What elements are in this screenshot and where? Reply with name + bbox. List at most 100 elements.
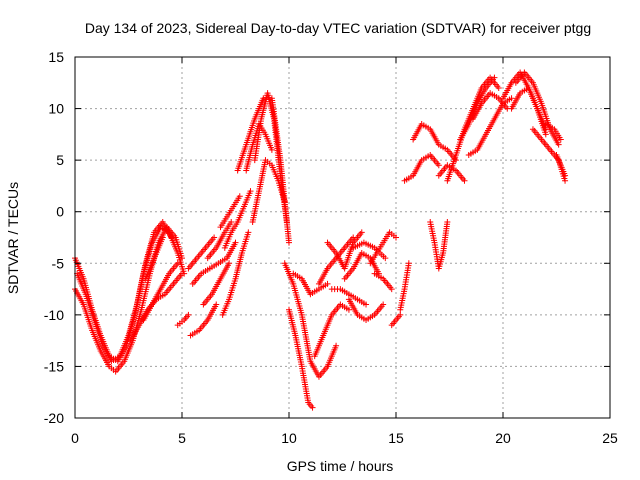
y-tick-label: 5 — [56, 152, 64, 168]
data-point — [557, 136, 564, 143]
data-point — [219, 298, 232, 318]
series-arc-06 — [142, 234, 166, 282]
series-arc-41 — [470, 90, 511, 122]
data-point — [562, 177, 569, 184]
data-point — [281, 260, 296, 285]
data-point — [427, 151, 441, 167]
data-point — [371, 303, 385, 318]
data-point — [232, 239, 239, 246]
data-point — [116, 334, 131, 360]
data-point — [452, 167, 467, 183]
series-arc-08 — [185, 234, 218, 272]
data-point — [268, 162, 281, 182]
data-point — [228, 219, 235, 226]
series-arc-05 — [140, 260, 181, 324]
data-point — [179, 270, 185, 277]
data-point — [230, 195, 242, 210]
series-arc-28 — [345, 296, 387, 324]
data-point — [555, 141, 562, 148]
series-arc-47 — [553, 151, 569, 179]
data-point — [388, 286, 395, 293]
data-point — [418, 153, 432, 164]
data-point — [268, 146, 275, 153]
series-arc-20 — [281, 260, 340, 380]
data-point — [217, 215, 229, 231]
chart-title: Day 134 of 2023, Sidereal Day-to-day VTE… — [85, 20, 591, 36]
data-point — [298, 363, 311, 404]
data-point — [482, 117, 497, 138]
data-point — [80, 301, 95, 332]
data-point — [168, 234, 175, 241]
data-point — [208, 277, 223, 298]
data-point — [271, 115, 284, 177]
series-arc-07 — [174, 311, 192, 329]
data-point — [286, 306, 298, 337]
data-point — [211, 234, 218, 241]
data-point — [418, 121, 432, 131]
data-point — [309, 404, 316, 411]
x-tick-label: 25 — [602, 430, 618, 446]
data-point — [324, 239, 338, 255]
data-point — [435, 252, 446, 272]
data-point — [226, 278, 238, 303]
series-arc-19 — [249, 157, 288, 226]
y-tick-label: 0 — [56, 204, 64, 220]
data-point — [315, 365, 330, 380]
grid — [75, 57, 610, 418]
data-point — [529, 79, 544, 105]
data-point — [142, 262, 155, 282]
data-point — [354, 296, 367, 307]
data-point — [99, 342, 114, 363]
data-point — [234, 143, 249, 174]
data-point — [91, 317, 106, 347]
data-point — [185, 256, 199, 272]
data-point — [234, 205, 247, 226]
data-point — [358, 249, 372, 260]
data-point — [82, 291, 97, 321]
data-point — [380, 231, 392, 246]
data-point — [337, 286, 350, 296]
data-point — [243, 143, 256, 174]
data-point — [444, 154, 459, 184]
series-arc-36 — [427, 219, 451, 272]
series-arc-38 — [444, 74, 502, 184]
data-point — [174, 260, 181, 267]
data-point — [251, 97, 266, 122]
data-point — [435, 162, 442, 169]
x-tick-label: 15 — [388, 430, 404, 446]
data-point — [112, 359, 126, 375]
data-point — [382, 255, 389, 262]
x-tick-label: 10 — [281, 430, 297, 446]
data-point — [371, 270, 385, 281]
data-point — [435, 164, 449, 179]
data-point — [140, 303, 154, 324]
series-arc-43 — [508, 84, 549, 138]
data-point — [290, 280, 305, 316]
data-point — [517, 86, 530, 97]
series-arc-17 — [243, 121, 275, 174]
data-point — [358, 229, 365, 236]
data-point — [149, 247, 161, 267]
data-point — [185, 311, 192, 318]
data-point — [236, 193, 243, 200]
data-point — [345, 291, 359, 302]
data-point — [125, 303, 140, 339]
data-point — [127, 324, 142, 344]
data-point — [557, 162, 568, 177]
data-point — [320, 313, 334, 339]
y-tick-label: -10 — [44, 307, 64, 323]
data-point — [350, 251, 364, 272]
series-arc-12 — [204, 219, 235, 262]
data-point — [97, 347, 112, 368]
series-arc-44 — [512, 69, 562, 148]
data-point — [542, 131, 549, 138]
data-point — [373, 241, 385, 256]
data-point — [470, 102, 484, 122]
data-point — [393, 234, 399, 241]
data-point — [74, 270, 88, 296]
data-point — [324, 344, 339, 370]
data-point — [200, 292, 214, 308]
data-point — [461, 177, 468, 184]
axis-ticks: 0 5 10 15 20 25 -20 -15 -10 -5 0 5 10 15 — [44, 49, 618, 446]
